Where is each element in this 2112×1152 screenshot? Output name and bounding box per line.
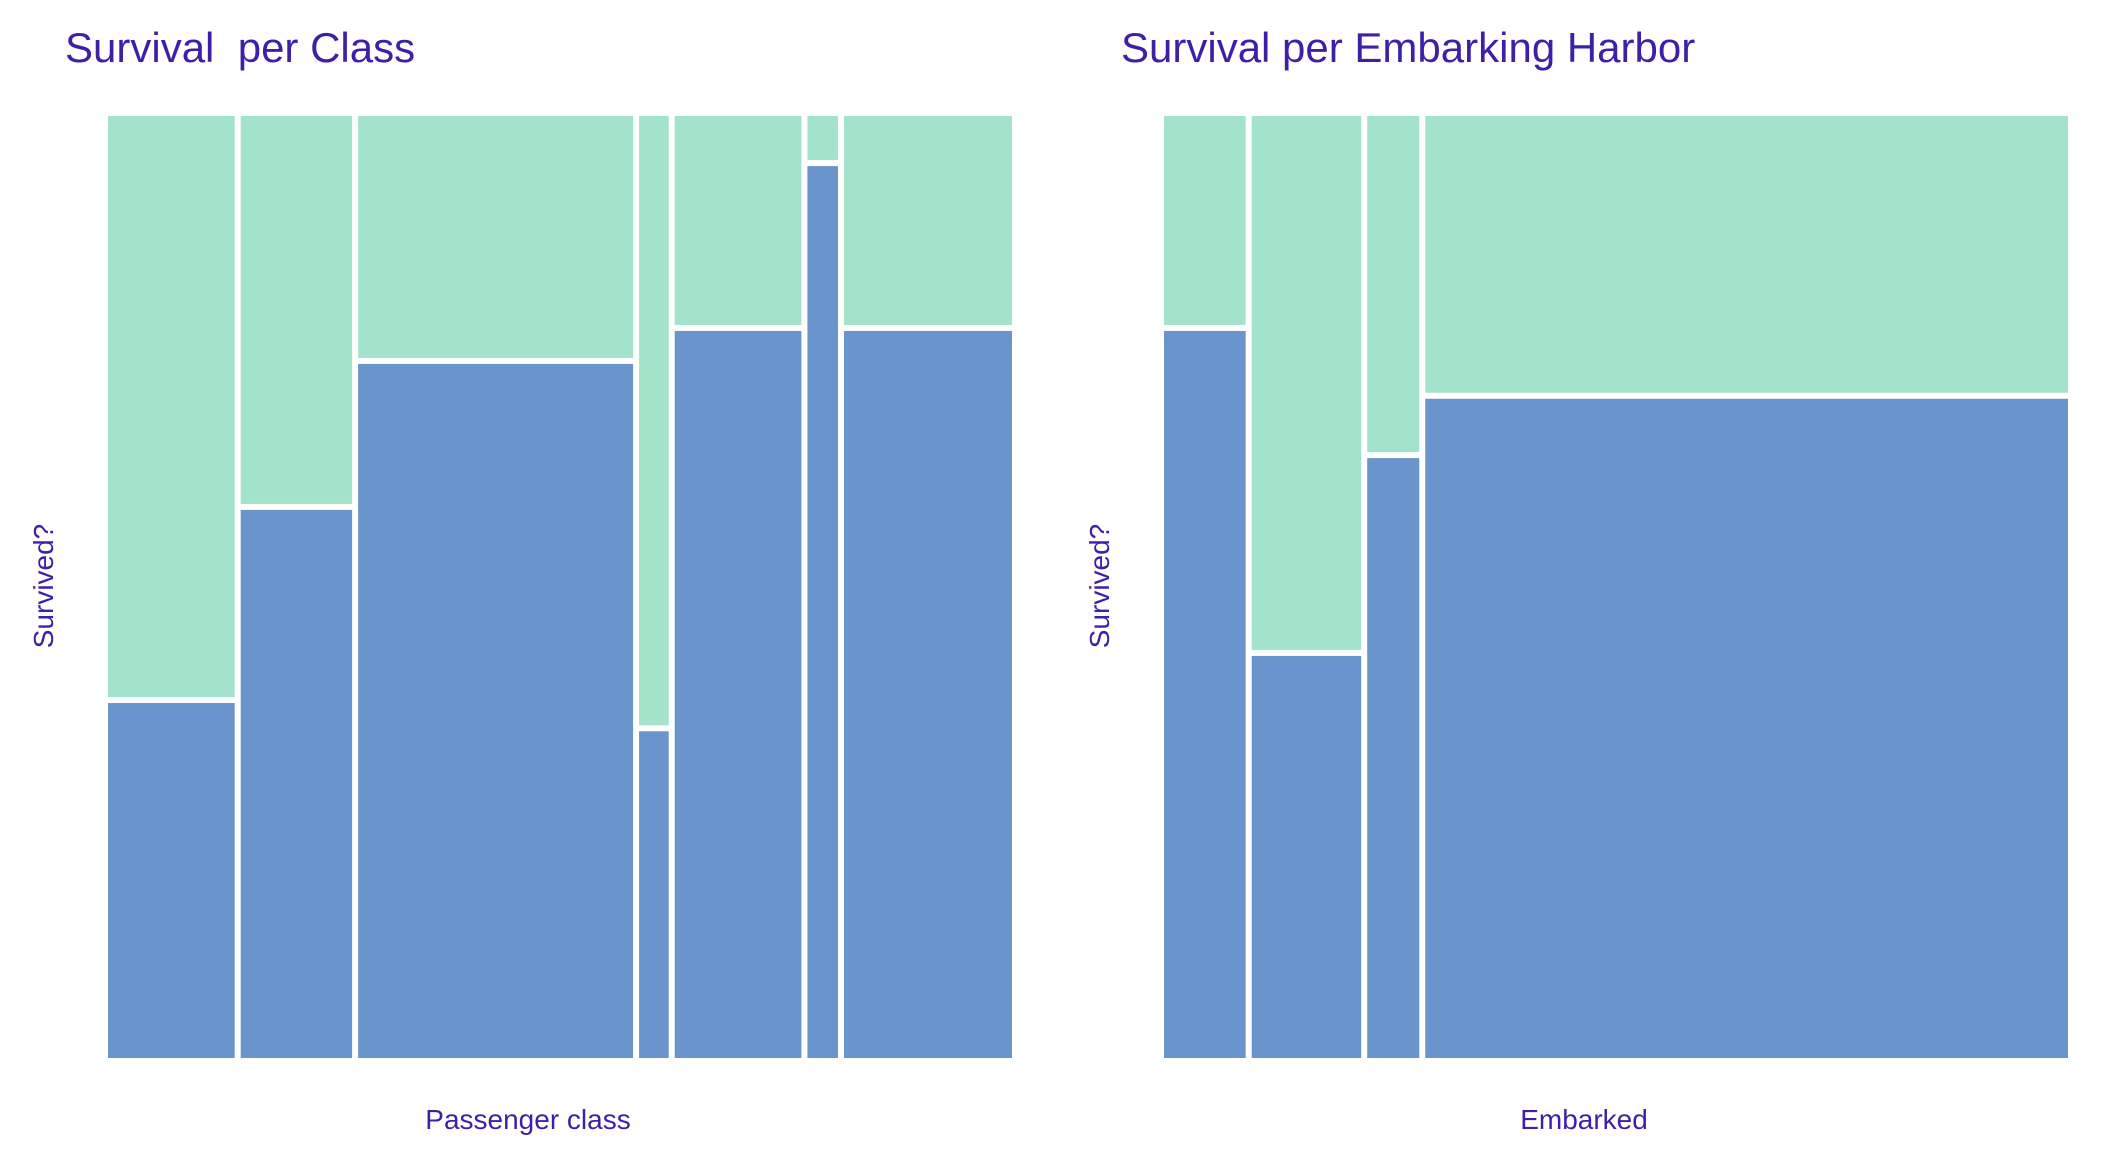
chart-panel-embarked: Survival per Embarking Harbor Survived? … <box>1056 0 2112 1152</box>
tile-not-survived <box>807 166 838 1059</box>
tile-not-survived <box>1164 330 1246 1058</box>
chart-title: Survival per Embarking Harbor <box>1121 24 1696 71</box>
tile-survived <box>674 116 802 325</box>
mosaic-column-2 <box>240 116 353 1058</box>
tile-survived <box>807 116 838 161</box>
tile-not-survived <box>639 731 669 1058</box>
tile-not-survived <box>1367 458 1420 1058</box>
tile-not-survived <box>240 509 353 1058</box>
chart-panel-class: Survival per Class Survived? Passenger c… <box>28 24 1012 1135</box>
mosaic-column-2 <box>1251 116 1362 1058</box>
x-axis-label: Embarked <box>1520 1104 1648 1135</box>
y-axis-label: Survived? <box>28 523 59 649</box>
mosaic-plot-class <box>108 116 1012 1059</box>
tile-survived <box>639 116 669 726</box>
mosaic-column-6 <box>807 116 838 1059</box>
tile-survived <box>1164 116 1246 325</box>
tile-survived <box>1251 116 1362 650</box>
x-axis-label: Passenger class <box>425 1104 631 1135</box>
mosaic-column-4 <box>1425 116 2068 1058</box>
mosaic-column-7 <box>843 116 1012 1058</box>
tile-survived <box>843 116 1012 325</box>
mosaic-column-3 <box>1367 116 1420 1058</box>
mosaic-column-3 <box>358 116 634 1058</box>
tile-survived <box>108 116 235 698</box>
chart-title: Survival per Class <box>65 24 416 71</box>
tile-survived <box>358 116 634 358</box>
mosaic-column-4 <box>639 116 669 1058</box>
mosaic-column-1 <box>1164 116 1246 1058</box>
tile-not-survived <box>358 363 634 1058</box>
tile-survived <box>1425 116 2068 393</box>
y-axis-label: Survived? <box>1084 523 1115 649</box>
tile-not-survived <box>1425 398 2068 1058</box>
mosaic-plot-embarked <box>1164 116 2068 1058</box>
mosaic-column-1 <box>108 116 235 1058</box>
tile-not-survived <box>674 330 802 1058</box>
tile-not-survived <box>1251 655 1362 1058</box>
mosaic-column-5 <box>674 116 802 1058</box>
tile-survived <box>1367 116 1420 453</box>
tile-not-survived <box>108 703 235 1058</box>
tile-survived <box>240 116 353 504</box>
tile-not-survived <box>843 330 1012 1058</box>
